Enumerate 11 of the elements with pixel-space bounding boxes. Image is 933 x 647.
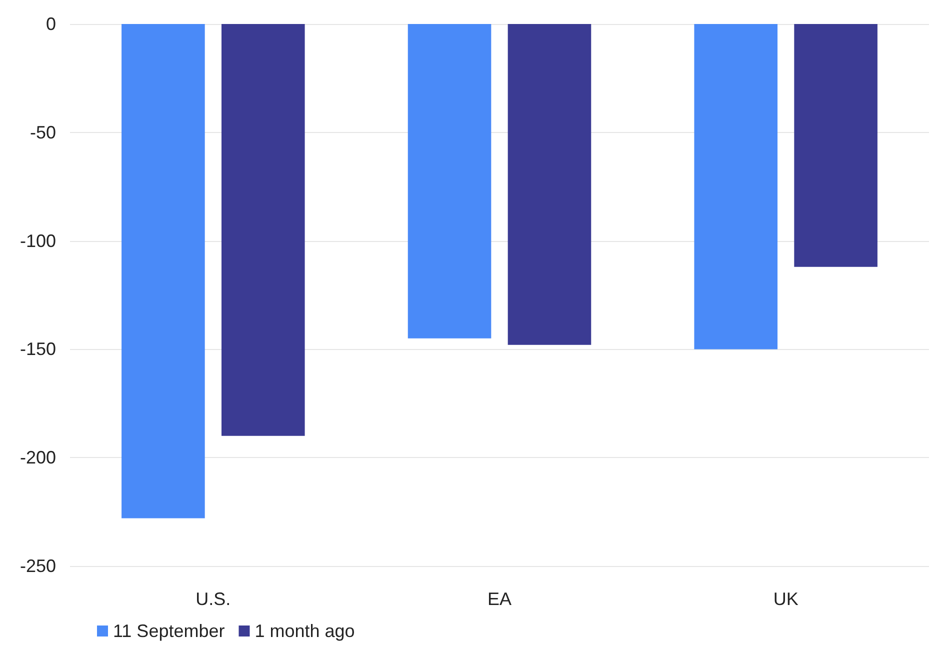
y-tick-label: -100 [20,230,56,251]
x-tick-label: EA [487,589,512,609]
y-tick-label: -200 [20,448,56,468]
y-tick-label: -250 [20,556,56,576]
x-tick-label: UK [773,589,798,609]
legend-label: 1 month ago [254,621,355,641]
x-tick-label: U.S. [196,589,231,609]
y-tick-label: -50 [30,122,56,142]
y-tick-label: 0 [46,14,56,34]
legend-label: 11 September [113,621,225,641]
y-tick-label: -150 [20,339,56,360]
